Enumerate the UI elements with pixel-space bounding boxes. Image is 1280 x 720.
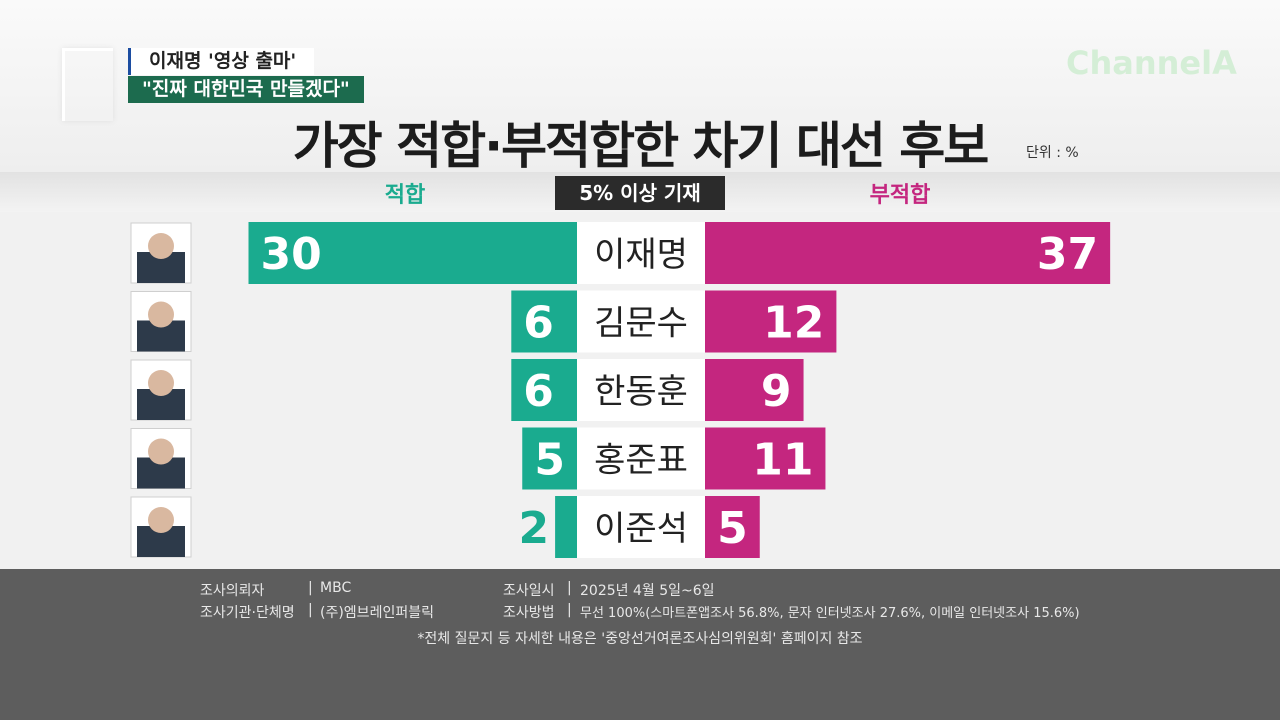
suitable-bar xyxy=(511,290,577,353)
program-logo-icon xyxy=(62,48,113,121)
footer-separator: | xyxy=(308,602,313,618)
suitable-bar xyxy=(522,427,577,490)
footer-client-label: 조사의뢰자 xyxy=(200,583,265,599)
footer-note: *전체 질문지 등 자세한 내용은 '중앙선거여론조사심의위원회' 홈페이지 참… xyxy=(417,631,863,647)
footer-separator: | xyxy=(567,602,572,618)
suitable-value-label: 2 xyxy=(518,503,549,554)
suitable-value-label: 5 xyxy=(534,435,565,486)
footer-agency-value: (주)엠브레인퍼블릭 xyxy=(320,605,434,621)
candidate-avatar-icon xyxy=(148,233,174,259)
headline-quote: "진짜 대한민국 만들겠다" xyxy=(128,76,364,103)
candidate-name-box xyxy=(577,496,705,558)
suitable-value-label: 6 xyxy=(523,366,554,417)
survey-info-footer: 조사의뢰자 | MBC 조사기관·단체명 | (주)엠브레인퍼블릭 조사일시 |… xyxy=(0,569,1280,720)
candidate-avatar-icon xyxy=(148,507,174,533)
footer-method-label: 조사방법 xyxy=(503,605,555,621)
candidate-name-box xyxy=(577,222,705,284)
unsuitable-value-label: 12 xyxy=(763,298,824,349)
footer-separator: | xyxy=(567,580,572,596)
channel-logo: ChannelA xyxy=(1066,44,1237,82)
footer-date-value: 2025년 4월 5일~6일 xyxy=(580,583,715,599)
suitable-bar xyxy=(555,496,577,558)
unsuitable-bar xyxy=(705,222,1111,284)
footer-client-value: MBC xyxy=(320,580,352,596)
column-header-threshold: 5% 이상 기재 xyxy=(555,176,725,210)
chart-title: 가장 적합·부적합한 차기 대선 후보 xyxy=(292,117,990,175)
candidate-name-label: 김문수 xyxy=(594,304,688,344)
candidate-avatar-icon xyxy=(148,370,174,396)
unsuitable-bar xyxy=(705,496,760,558)
candidate-name-label: 한동훈 xyxy=(594,372,688,412)
suitable-value-label: 6 xyxy=(523,298,554,349)
suitable-bar xyxy=(511,359,577,421)
unsuitable-bar xyxy=(705,359,804,421)
unit-label: 단위 : % xyxy=(1026,145,1079,161)
column-header-suitable: 적합 xyxy=(384,183,426,208)
unsuitable-value-label: 5 xyxy=(717,503,748,554)
candidate-name-label: 홍준표 xyxy=(594,441,688,481)
candidate-avatar-icon xyxy=(148,301,174,328)
candidate-avatar-icon xyxy=(148,438,174,465)
unsuitable-value-label: 9 xyxy=(761,366,792,417)
footer-separator: | xyxy=(308,580,313,596)
candidate-name-label: 이재명 xyxy=(594,235,688,275)
column-header-unsuitable: 부적합 xyxy=(869,183,931,208)
footer-date-label: 조사일시 xyxy=(503,583,555,599)
suitable-value-label: 30 xyxy=(261,229,322,280)
headline-top: 이재명 '영상 출마' xyxy=(128,48,315,75)
candidate-name-label: 이준석 xyxy=(594,509,688,549)
suitable-bar xyxy=(248,222,577,284)
unsuitable-bar xyxy=(705,427,826,490)
unsuitable-value-label: 11 xyxy=(752,435,813,486)
unsuitable-bar xyxy=(705,290,837,353)
unsuitable-value-label: 37 xyxy=(1037,229,1098,280)
footer-method-value: 무선 100%(스마트폰앱조사 56.8%, 문자 인터넷조사 27.6%, 이… xyxy=(580,606,1080,621)
candidate-name-box xyxy=(577,427,705,490)
footer-agency-label: 조사기관·단체명 xyxy=(200,605,295,621)
candidate-name-box xyxy=(577,290,705,353)
candidate-name-box xyxy=(577,359,705,421)
